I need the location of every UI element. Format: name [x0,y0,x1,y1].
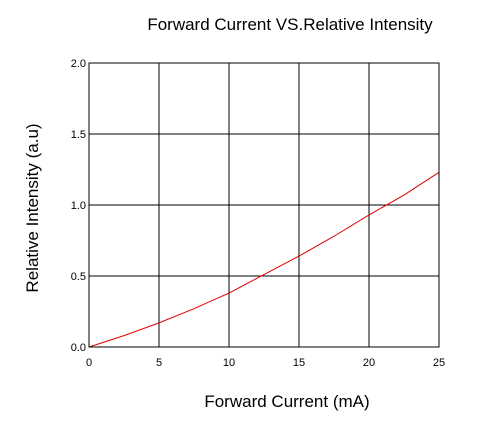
x-axis-label: Forward Current (mA) [204,392,369,411]
grid [89,63,439,347]
x-tick-label: 25 [433,357,445,369]
x-tick-label: 5 [156,357,162,369]
x-tick-label: 0 [86,357,92,369]
series-line [88,171,440,348]
y-axis-ticks: 0.0 0.5 1.0 1.5 2.0 [71,58,86,354]
y-tick-label: 0.0 [71,342,86,354]
y-tick-label: 1.5 [71,129,86,141]
x-axis-ticks: 0 5 10 15 20 25 [86,357,445,369]
y-tick-label: 2.0 [71,58,86,70]
chart-title: Forward Current VS.Relative Intensity [147,15,433,34]
y-tick-label: 1.0 [71,200,86,212]
x-tick-label: 15 [293,357,305,369]
x-tick-label: 10 [223,357,235,369]
plot-frame [88,62,440,348]
y-axis-label: Relative Intensity (a.u) [23,123,42,292]
x-tick-label: 20 [363,357,375,369]
y-tick-label: 0.5 [71,271,86,283]
series-layer [88,171,440,348]
